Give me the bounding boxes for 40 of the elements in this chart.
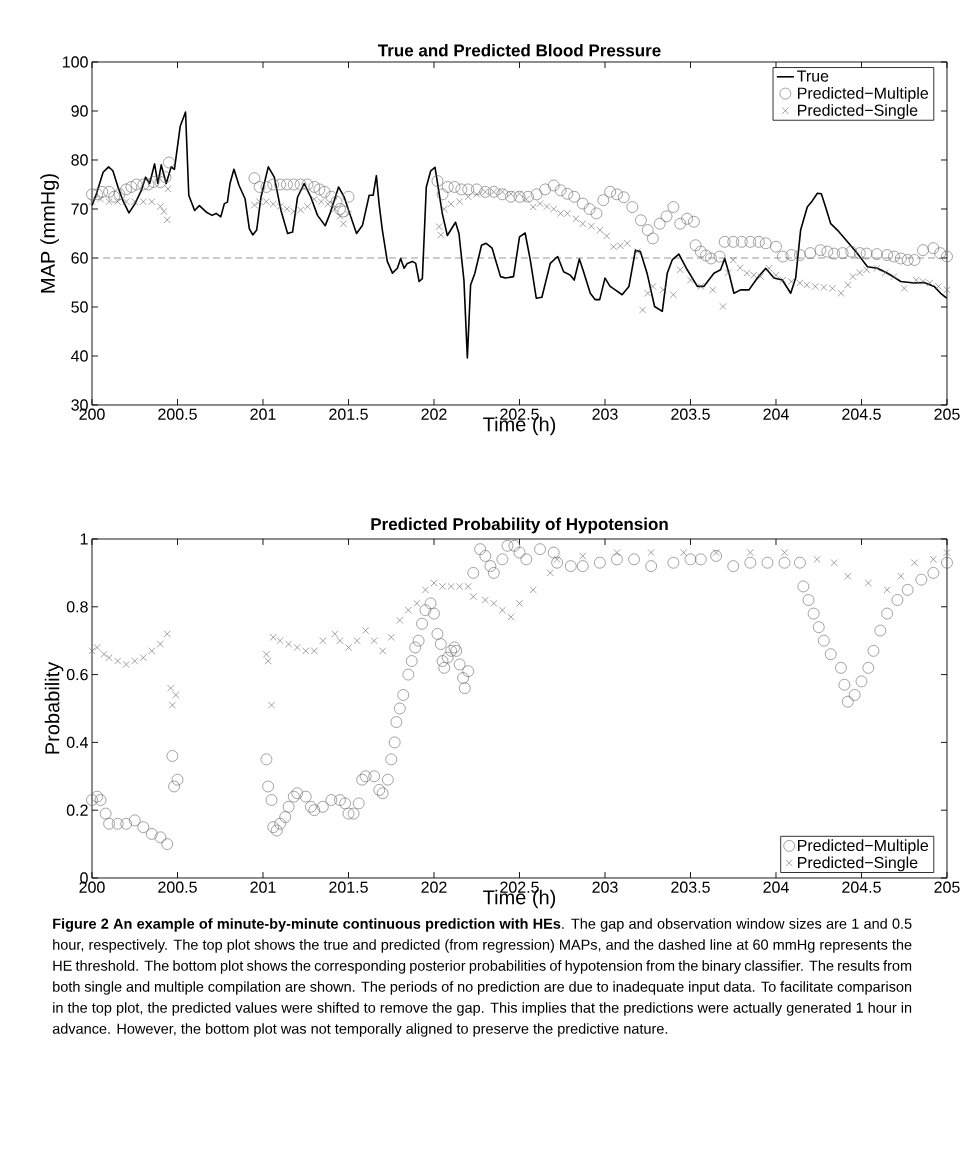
- x-tick-label: 204.5: [842, 881, 881, 893]
- x-tick-label: 203: [592, 408, 618, 420]
- legend-label: True: [797, 70, 829, 82]
- y-tick-label: 90: [71, 105, 88, 117]
- x-tick-label: 204: [763, 408, 789, 420]
- y-tick-label: 0.2: [66, 804, 88, 816]
- y-tick-label: 0.8: [66, 601, 88, 613]
- y-tick-label: 60: [71, 252, 88, 264]
- x-tick-label: 200.5: [158, 881, 197, 893]
- y-tick-label: 1: [80, 533, 88, 545]
- legend-label: Predicted−Multiple: [798, 839, 929, 855]
- chart-title: True and Predicted Blood Pressure: [377, 43, 661, 57]
- x-tick-label: 201: [250, 881, 276, 893]
- y-tick-label: 70: [71, 203, 88, 215]
- y-tick-label: 40: [71, 350, 88, 362]
- y-tick-label: 80: [71, 154, 88, 166]
- x-tick-label: 205: [934, 881, 960, 893]
- y-axis-title: MAP (mmHg): [40, 174, 59, 293]
- x-tick-label: 200.5: [158, 408, 197, 420]
- x-tick-label: 201.5: [329, 408, 368, 420]
- y-tick-label: 0.6: [66, 668, 88, 681]
- y-tick-label: 50: [71, 301, 88, 313]
- x-tick-label: 205: [934, 408, 960, 420]
- x-tick-label: 204: [763, 881, 789, 893]
- chart-title: Predicted Probability of Hypotension: [371, 517, 668, 534]
- x-tick-label: 202: [421, 881, 447, 893]
- y-tick-label: 100: [62, 56, 88, 68]
- y-axis-title: Probability: [44, 661, 64, 754]
- text: Figure 2 An example of minute-by-minute continuous prediction with HEs. The gap and observation window sizes are 1 and 0.5 hour, respectively. The top plot shows the true and predicted (from regression) MAPs, and the dashed line at 60 mmHg represents the HE threshold. The bottom plot shows the corresponding posterior probabilities of hypotension from the binary classifier. The results from both single and multiple compilation are shown. The periods of no prediction are due to inadequate input data. To facilitate comparison in the top plot, the predicted values were shifted to remove the gap. This implies that the predictions were actually generated 1 hour in advance. However, the bottom plot was not temporally aligned to preserve the predictive nature.: [52, 918, 912, 1037]
- x-tick-label: 203.5: [671, 408, 710, 420]
- legend-label: Predicted−Multiple: [798, 87, 929, 102]
- x-tick-label: 201: [250, 408, 276, 420]
- x-tick-label: 202: [421, 408, 447, 420]
- y-tick-label: 0.4: [66, 736, 88, 749]
- legend-label: Predicted−Single: [798, 104, 918, 120]
- x-tick-label: 203.5: [671, 881, 710, 893]
- x-tick-label: 201.5: [329, 881, 368, 893]
- x-tick-label: 203: [592, 881, 618, 893]
- x-tick-label: 204.5: [842, 408, 881, 420]
- legend-label: Predicted−Single: [798, 856, 918, 872]
